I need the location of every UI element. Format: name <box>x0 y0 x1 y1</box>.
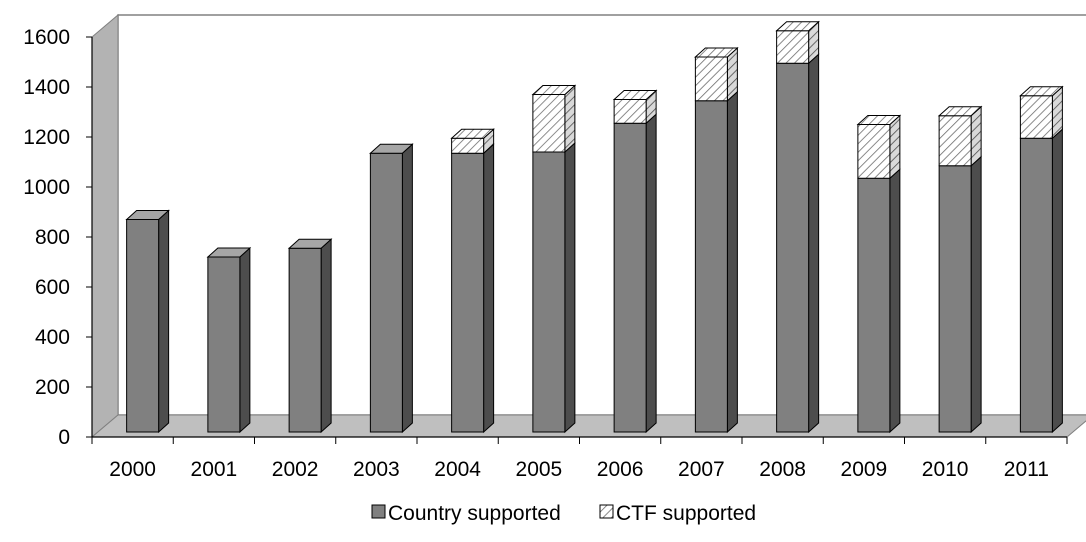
bar-top <box>531 85 577 95</box>
bar-ctf-supported-side <box>970 105 982 167</box>
bar-country-supported-front <box>694 100 728 433</box>
bar-country-supported-front <box>451 152 485 433</box>
bar-ctf-supported-front <box>694 56 728 102</box>
x-tick-label: 2006 <box>597 458 644 481</box>
plot-walls <box>90 13 1086 439</box>
bar-stack <box>937 105 983 434</box>
bar-ctf-supported-front <box>857 124 891 179</box>
x-tick-label: 2001 <box>191 458 238 481</box>
chart-legend: Country supported CTF supported <box>371 502 756 525</box>
bar-top <box>1019 86 1064 97</box>
y-tick-label: 1400 <box>23 76 70 99</box>
bar-top <box>450 128 495 139</box>
bar-ctf-supported-front <box>451 137 485 154</box>
y-tick-label: 1600 <box>23 26 70 49</box>
bar-top <box>856 115 902 125</box>
x-tick-label: 2007 <box>678 458 725 481</box>
bar-stack <box>125 209 170 434</box>
legend-swatch-country <box>371 504 386 519</box>
bar-country-supported-side <box>726 90 738 434</box>
bar-country-supported-front <box>938 165 972 433</box>
y-tick-label: 0 <box>58 426 70 449</box>
bar-country-supported-front <box>1019 137 1053 433</box>
bar-country-supported-front <box>288 247 322 433</box>
bar-country-supported-side <box>645 113 657 434</box>
side-wall <box>91 13 119 439</box>
bar-country-supported-side <box>889 168 901 434</box>
bar-stack <box>612 89 658 434</box>
bar-top <box>287 238 333 249</box>
x-tick-label: 2010 <box>922 458 969 481</box>
y-tick-label: 600 <box>35 276 70 299</box>
bar-ctf-supported-front <box>938 115 972 167</box>
legend-label-ctf: CTF supported <box>616 502 756 525</box>
bar-stack <box>287 238 333 434</box>
x-tick-label: 2003 <box>353 458 400 481</box>
x-tick-label: 2011 <box>1004 458 1049 481</box>
bar-ctf-supported-front <box>776 30 810 64</box>
bar-top <box>369 143 414 154</box>
x-tick-label: 2004 <box>434 458 481 481</box>
bar-country-supported-front <box>207 256 241 433</box>
bar-top <box>206 247 252 258</box>
x-tick-label: 2005 <box>516 458 563 481</box>
axis-tick-labels: 0 200 400 600 800 1000 1200 1400 1600 2000 2001 200… <box>23 26 1068 481</box>
bar-stack <box>369 143 414 434</box>
x-tick-label: 2008 <box>759 458 806 481</box>
y-tick-label: 400 <box>35 326 70 349</box>
bar-country-supported-side <box>483 143 495 434</box>
bar-top <box>612 90 658 100</box>
bar-top <box>775 21 820 32</box>
bars-group <box>125 20 1064 434</box>
legend-label-country: Country supported <box>388 502 561 525</box>
bar-country-supported-side <box>320 238 332 434</box>
bar-ctf-supported-side <box>889 114 901 180</box>
bar-country-supported-side <box>1051 128 1063 434</box>
bar-stack <box>206 246 252 434</box>
bar-ctf-supported-front <box>1019 95 1053 139</box>
bar-top <box>125 210 170 220</box>
bar-country-supported-side <box>970 155 982 434</box>
bar-country-supported-side <box>401 143 413 434</box>
bar-top <box>937 106 983 117</box>
y-tick-label: 200 <box>35 376 70 399</box>
x-tick-label: 2000 <box>109 458 156 481</box>
bar-country-supported-front <box>532 151 566 433</box>
bar-ctf-supported-front <box>532 94 566 153</box>
bar-country-supported-side <box>808 53 820 434</box>
bar-country-supported-side <box>564 141 576 434</box>
bar-country-supported-side <box>239 246 251 434</box>
bar-country-supported-side <box>158 209 170 434</box>
bar-stack <box>450 128 495 434</box>
bar-stack <box>531 84 577 434</box>
x-tick-label: 2002 <box>272 458 319 481</box>
y-tick-label: 1000 <box>23 176 70 199</box>
bar-country-supported-front <box>857 177 891 433</box>
bar-country-supported-front <box>776 62 810 433</box>
x-tick-label: 2009 <box>841 458 888 481</box>
bar-stack <box>694 46 739 434</box>
bar-country-supported-front <box>613 122 647 433</box>
y-tick-label: 1200 <box>23 126 70 149</box>
bar-ctf-supported-front <box>613 99 647 124</box>
bar-country-supported-front <box>126 219 160 433</box>
legend-swatch-ctf <box>599 504 614 519</box>
bar-ctf-supported-side <box>564 84 576 154</box>
bar-stack <box>775 20 820 434</box>
y-tick-label: 800 <box>35 226 70 249</box>
bar-stack <box>856 114 902 434</box>
bar-country-supported-front <box>369 152 403 433</box>
bar-top <box>694 47 739 58</box>
bar-stack <box>1019 85 1064 434</box>
